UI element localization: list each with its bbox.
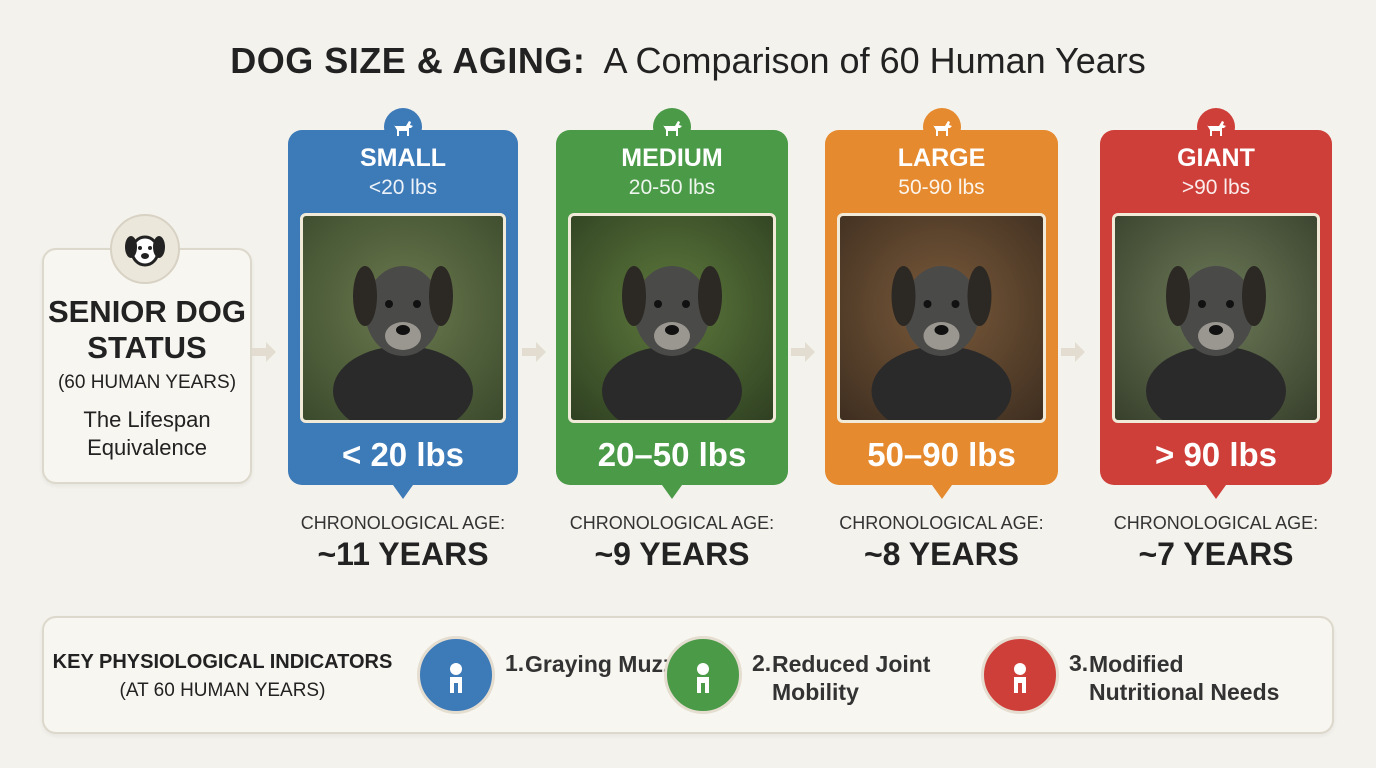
dog-photo (568, 213, 776, 423)
pointer (1206, 485, 1226, 499)
dog-photo (837, 213, 1046, 423)
pointer (662, 485, 682, 499)
title-rest: A Comparison of 60 Human Years (603, 40, 1146, 81)
size-range: <20 lbs (368, 176, 438, 199)
age-label: CHRONOLOGICAL AGE: (569, 513, 775, 533)
age-value: ~9 YEARS (594, 536, 750, 572)
weight-label: 50–90 lbs (867, 436, 1016, 473)
dog-photo (300, 213, 506, 423)
size-range: 20-50 lbs (628, 176, 716, 199)
intro-box (42, 248, 252, 484)
size-card: GIANT >90 lbs > 90 lbs (1100, 108, 1332, 499)
indicators-box (42, 616, 1334, 734)
intro-caption: The Lifespan Equivalence (83, 407, 211, 460)
intro-subtitle: (60 HUMAN YEARS) (57, 372, 237, 393)
age-label: CHRONOLOGICAL AGE: (839, 513, 1044, 533)
age-label: CHRONOLOGICAL AGE: (300, 513, 506, 533)
size-name: LARGE (897, 144, 986, 172)
indicator-number: 1. (505, 650, 525, 676)
indicator-number: 3. (1069, 650, 1089, 676)
weight-label: > 90 lbs (1155, 436, 1277, 473)
age-value: ~7 YEARS (1138, 536, 1294, 572)
title-bold: DOG SIZE & AGING: (230, 40, 586, 81)
size-badge (653, 108, 691, 146)
pointer (393, 485, 413, 499)
weight-label: 20–50 lbs (597, 436, 747, 473)
size-badge (922, 108, 961, 146)
size-badge (1197, 108, 1235, 146)
indicator-number: 2. (752, 650, 772, 676)
pointer (931, 485, 952, 499)
age-value: ~11 YEARS (317, 536, 489, 572)
indicator-icon (664, 636, 742, 714)
arrows (252, 342, 1085, 362)
size-card: LARGE 50-90 lbs 50–90 lbs (825, 108, 1058, 499)
indicator-icon (417, 636, 495, 714)
size-name: SMALL (359, 144, 447, 172)
age-label: CHRONOLOGICAL AGE: (1113, 513, 1319, 533)
size-card: MEDIUM 20-50 lbs 20–50 lbs (556, 108, 788, 499)
size-badge (384, 108, 422, 146)
title: DOG SIZE & AGING: A Comparison of 60 Hum… (0, 40, 1376, 82)
indicator-text: Reduced Joint Mobility (772, 651, 931, 705)
size-name: MEDIUM (621, 144, 723, 172)
size-card: SMALL <20 lbs < 20 lbs (288, 108, 518, 499)
indicators-title: KEY PHYSIOLOGICAL INDICATORS (52, 651, 393, 673)
size-range: >90 lbs (1181, 176, 1251, 199)
dog-photo (1112, 213, 1320, 423)
weight-label: < 20 lbs (342, 436, 464, 473)
indicators-subtitle: (AT 60 HUMAN YEARS) (119, 680, 326, 701)
size-name: GIANT (1177, 144, 1255, 172)
intro-icon (110, 214, 180, 284)
age-value: ~8 YEARS (863, 536, 1020, 572)
indicator-text: Modified Nutritional Needs (1089, 651, 1280, 705)
size-range: 50-90 lbs (898, 176, 985, 199)
indicator-icon (981, 636, 1059, 714)
intro-title: SENIOR DOG STATUS (47, 294, 247, 365)
